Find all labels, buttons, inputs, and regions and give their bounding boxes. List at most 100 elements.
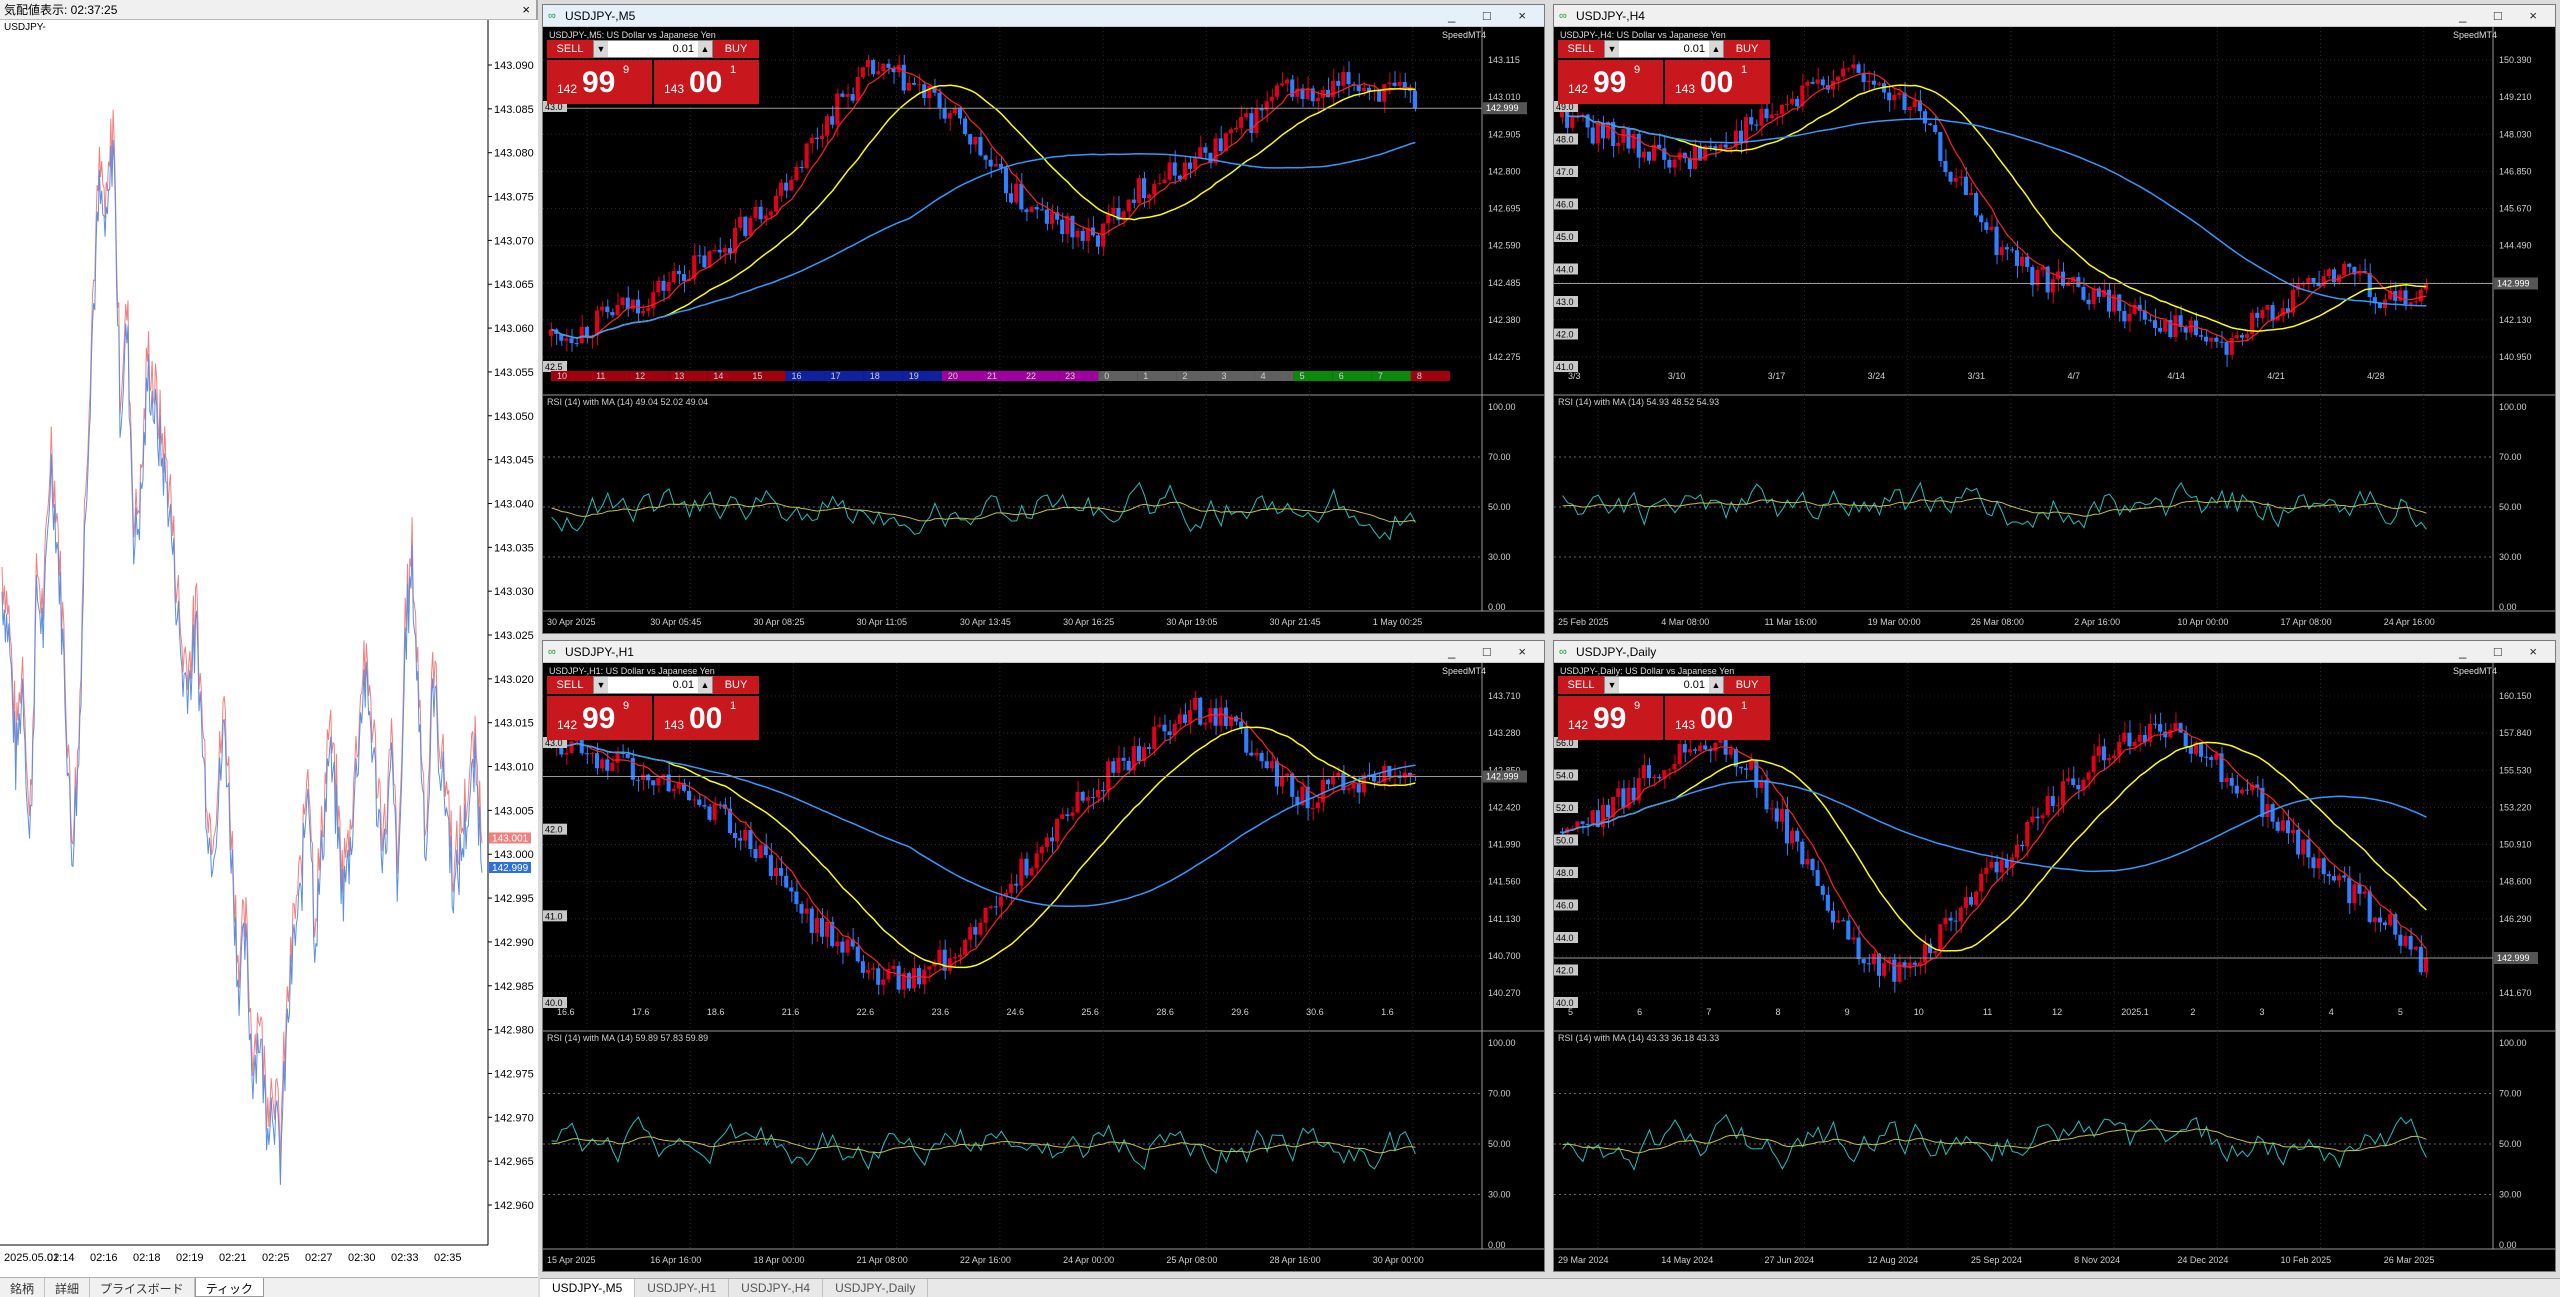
close-icon[interactable]: × xyxy=(522,2,530,17)
buy-button[interactable]: BUY xyxy=(1724,676,1770,694)
tab-details[interactable]: 詳細 xyxy=(45,1278,91,1297)
price-axis-label: 142.695 xyxy=(1488,204,1521,214)
sell-button[interactable]: SELL xyxy=(547,40,593,58)
lot-increase-icon[interactable]: ▲ xyxy=(1709,677,1723,693)
candle-body xyxy=(2234,785,2239,794)
buy-price-button[interactable]: 143 00 1 xyxy=(654,60,759,104)
one-click-trading-panel: SELL ▼ 0.01 ▲ BUY 142 99 9 143 00 1 xyxy=(1558,676,1770,740)
candle-body xyxy=(2219,753,2224,783)
candle-body xyxy=(595,753,600,769)
sell-price-button[interactable]: 142 99 9 xyxy=(547,696,652,740)
buy-price-button[interactable]: 143 00 1 xyxy=(1665,696,1770,740)
chart-window-title[interactable]: ∞ USDJPY-,H4 _ □ × xyxy=(1554,5,2555,27)
candle-body xyxy=(1213,708,1218,726)
candle-body xyxy=(1733,130,1738,147)
buy-price-button[interactable]: 143 00 1 xyxy=(1665,60,1770,104)
tab-tick[interactable]: ティック xyxy=(194,1278,264,1297)
candle-body xyxy=(2101,746,2106,761)
tab-chart-daily[interactable]: USDJPY-,Daily xyxy=(823,1279,929,1297)
sell-price-button[interactable]: 142 99 9 xyxy=(1558,696,1663,740)
lot-decrease-icon[interactable]: ▼ xyxy=(1605,677,1619,693)
tab-chart-m5[interactable]: USDJPY-,M5 xyxy=(540,1279,636,1297)
candle-body xyxy=(784,875,789,888)
ask-price-tag-text: 143.001 xyxy=(492,833,529,844)
candle-body xyxy=(1233,716,1239,722)
session-strip-label: 8 xyxy=(1417,371,1422,381)
lot-increase-icon[interactable]: ▲ xyxy=(1709,41,1723,57)
rsi-axis-label: 30.00 xyxy=(1488,552,1511,562)
price-chart-m5[interactable]: 143.115143.010142.905142.800142.695142.5… xyxy=(543,27,1544,633)
candle-body xyxy=(1274,85,1279,97)
session-strip-label: 17.6 xyxy=(632,1007,650,1017)
candle-body xyxy=(1264,761,1269,769)
window-controls-icon[interactable]: _ □ × xyxy=(2459,644,2549,659)
candle-body xyxy=(2122,311,2127,322)
candle-body xyxy=(2106,757,2112,761)
lot-size-input[interactable]: 0.01 xyxy=(608,677,698,693)
tab-symbols[interactable]: 銘柄 xyxy=(0,1278,46,1297)
rsi-axis-label: 100.00 xyxy=(1488,1038,1516,1048)
rsi-axis-label: 0.00 xyxy=(1488,602,1506,612)
window-controls-icon[interactable]: _ □ × xyxy=(1448,8,1538,23)
sell-price-main: 99 xyxy=(1593,66,1627,99)
level-marker xyxy=(1554,328,1578,340)
level-marker xyxy=(1554,737,1578,748)
rsi-line xyxy=(1562,1114,2427,1171)
lot-size-input[interactable]: 0.01 xyxy=(1619,41,1709,57)
lot-decrease-icon[interactable]: ▼ xyxy=(594,41,608,57)
candle-body xyxy=(2137,304,2142,311)
candle-body xyxy=(743,216,748,236)
sell-button[interactable]: SELL xyxy=(547,676,593,694)
candle-body xyxy=(1636,133,1641,158)
lot-size-input[interactable]: 0.01 xyxy=(1619,677,1709,693)
chart-window-title[interactable]: ∞ USDJPY-,M5 _ □ × xyxy=(543,5,1544,27)
candle-body xyxy=(845,94,850,97)
sell-price-frac: 9 xyxy=(1634,700,1641,712)
rsi-axis-label: 50.00 xyxy=(1488,1139,1511,1149)
candle-body xyxy=(1320,779,1325,803)
candle-body xyxy=(1938,132,1943,162)
buy-button[interactable]: BUY xyxy=(713,40,759,58)
level-marker-text: 50.0 xyxy=(1556,836,1574,846)
level-marker-text: 45.0 xyxy=(1556,232,1574,242)
candle-body xyxy=(1136,178,1141,203)
price-chart-h1[interactable]: 143.710 143.280 142.850 142.420 141.990 141.5… xyxy=(543,663,1544,1271)
lot-decrease-icon[interactable]: ▼ xyxy=(594,677,608,693)
chart-window-m5[interactable]: ∞ USDJPY-,M5 _ □ × 143.115 143.010 142.905 142… xyxy=(542,4,1545,634)
candle-body xyxy=(1315,802,1320,809)
tab-price-board[interactable]: プライスボード xyxy=(90,1278,195,1297)
sell-button[interactable]: SELL xyxy=(1558,40,1604,58)
chart-window-title[interactable]: ∞ USDJPY-,Daily _ □ × xyxy=(1554,641,2555,663)
candle-body xyxy=(635,299,641,314)
lot-increase-icon[interactable]: ▲ xyxy=(698,677,712,693)
chart-window-daily[interactable]: ∞ USDJPY-,Daily _ □ × 160.150 157.840 155.530… xyxy=(1553,640,2556,1272)
lot-decrease-icon[interactable]: ▼ xyxy=(1605,41,1619,57)
candle-body xyxy=(1922,943,1928,963)
candle-body xyxy=(1636,778,1641,801)
price-chart-h4[interactable]: 150.390 149.210 148.030 146.850 145.670 144.4… xyxy=(1554,27,2555,633)
current-price-tag-text: 142.999 xyxy=(1486,103,1519,113)
sell-button[interactable]: SELL xyxy=(1558,676,1604,694)
sell-price-button[interactable]: 142 99 9 xyxy=(547,60,652,104)
candle-body xyxy=(1121,757,1126,761)
buy-button[interactable]: BUY xyxy=(1724,40,1770,58)
candle-body xyxy=(1672,763,1677,770)
lot-size-input[interactable]: 0.01 xyxy=(608,41,698,57)
tab-chart-h4[interactable]: USDJPY-,H4 xyxy=(729,1279,824,1297)
sell-price-button[interactable]: 142 99 9 xyxy=(1558,60,1663,104)
chart-window-h4[interactable]: ∞ USDJPY-,H4 _ □ × 150.390 149.210 148.030 146… xyxy=(1553,4,2556,634)
candle-body xyxy=(1090,797,1095,799)
window-controls-icon[interactable]: _ □ × xyxy=(1448,644,1538,659)
chart-window-h1[interactable]: ∞ USDJPY-,H1 _ □ × 143.710 143.280 142.850 142… xyxy=(542,640,1545,1272)
lot-increase-icon[interactable]: ▲ xyxy=(698,41,712,57)
tab-chart-h1[interactable]: USDJPY-,H1 xyxy=(635,1279,730,1297)
price-chart-d1[interactable]: 160.150 157.840 155.530 153.220 150.910 148.6… xyxy=(1554,663,2555,1271)
chart-window-title[interactable]: ∞ USDJPY-,H1 _ □ × xyxy=(543,641,1544,663)
window-controls-icon[interactable]: _ □ × xyxy=(2459,8,2549,23)
candle-body xyxy=(1377,90,1382,102)
candle-body xyxy=(2413,301,2418,303)
tick-chart[interactable]: 143.090 143.085 143.080 143.075 143.070 143.0… xyxy=(0,20,538,1277)
buy-button[interactable]: BUY xyxy=(713,676,759,694)
buy-price-button[interactable]: 143 00 1 xyxy=(654,696,759,740)
candle-body xyxy=(1407,772,1412,777)
